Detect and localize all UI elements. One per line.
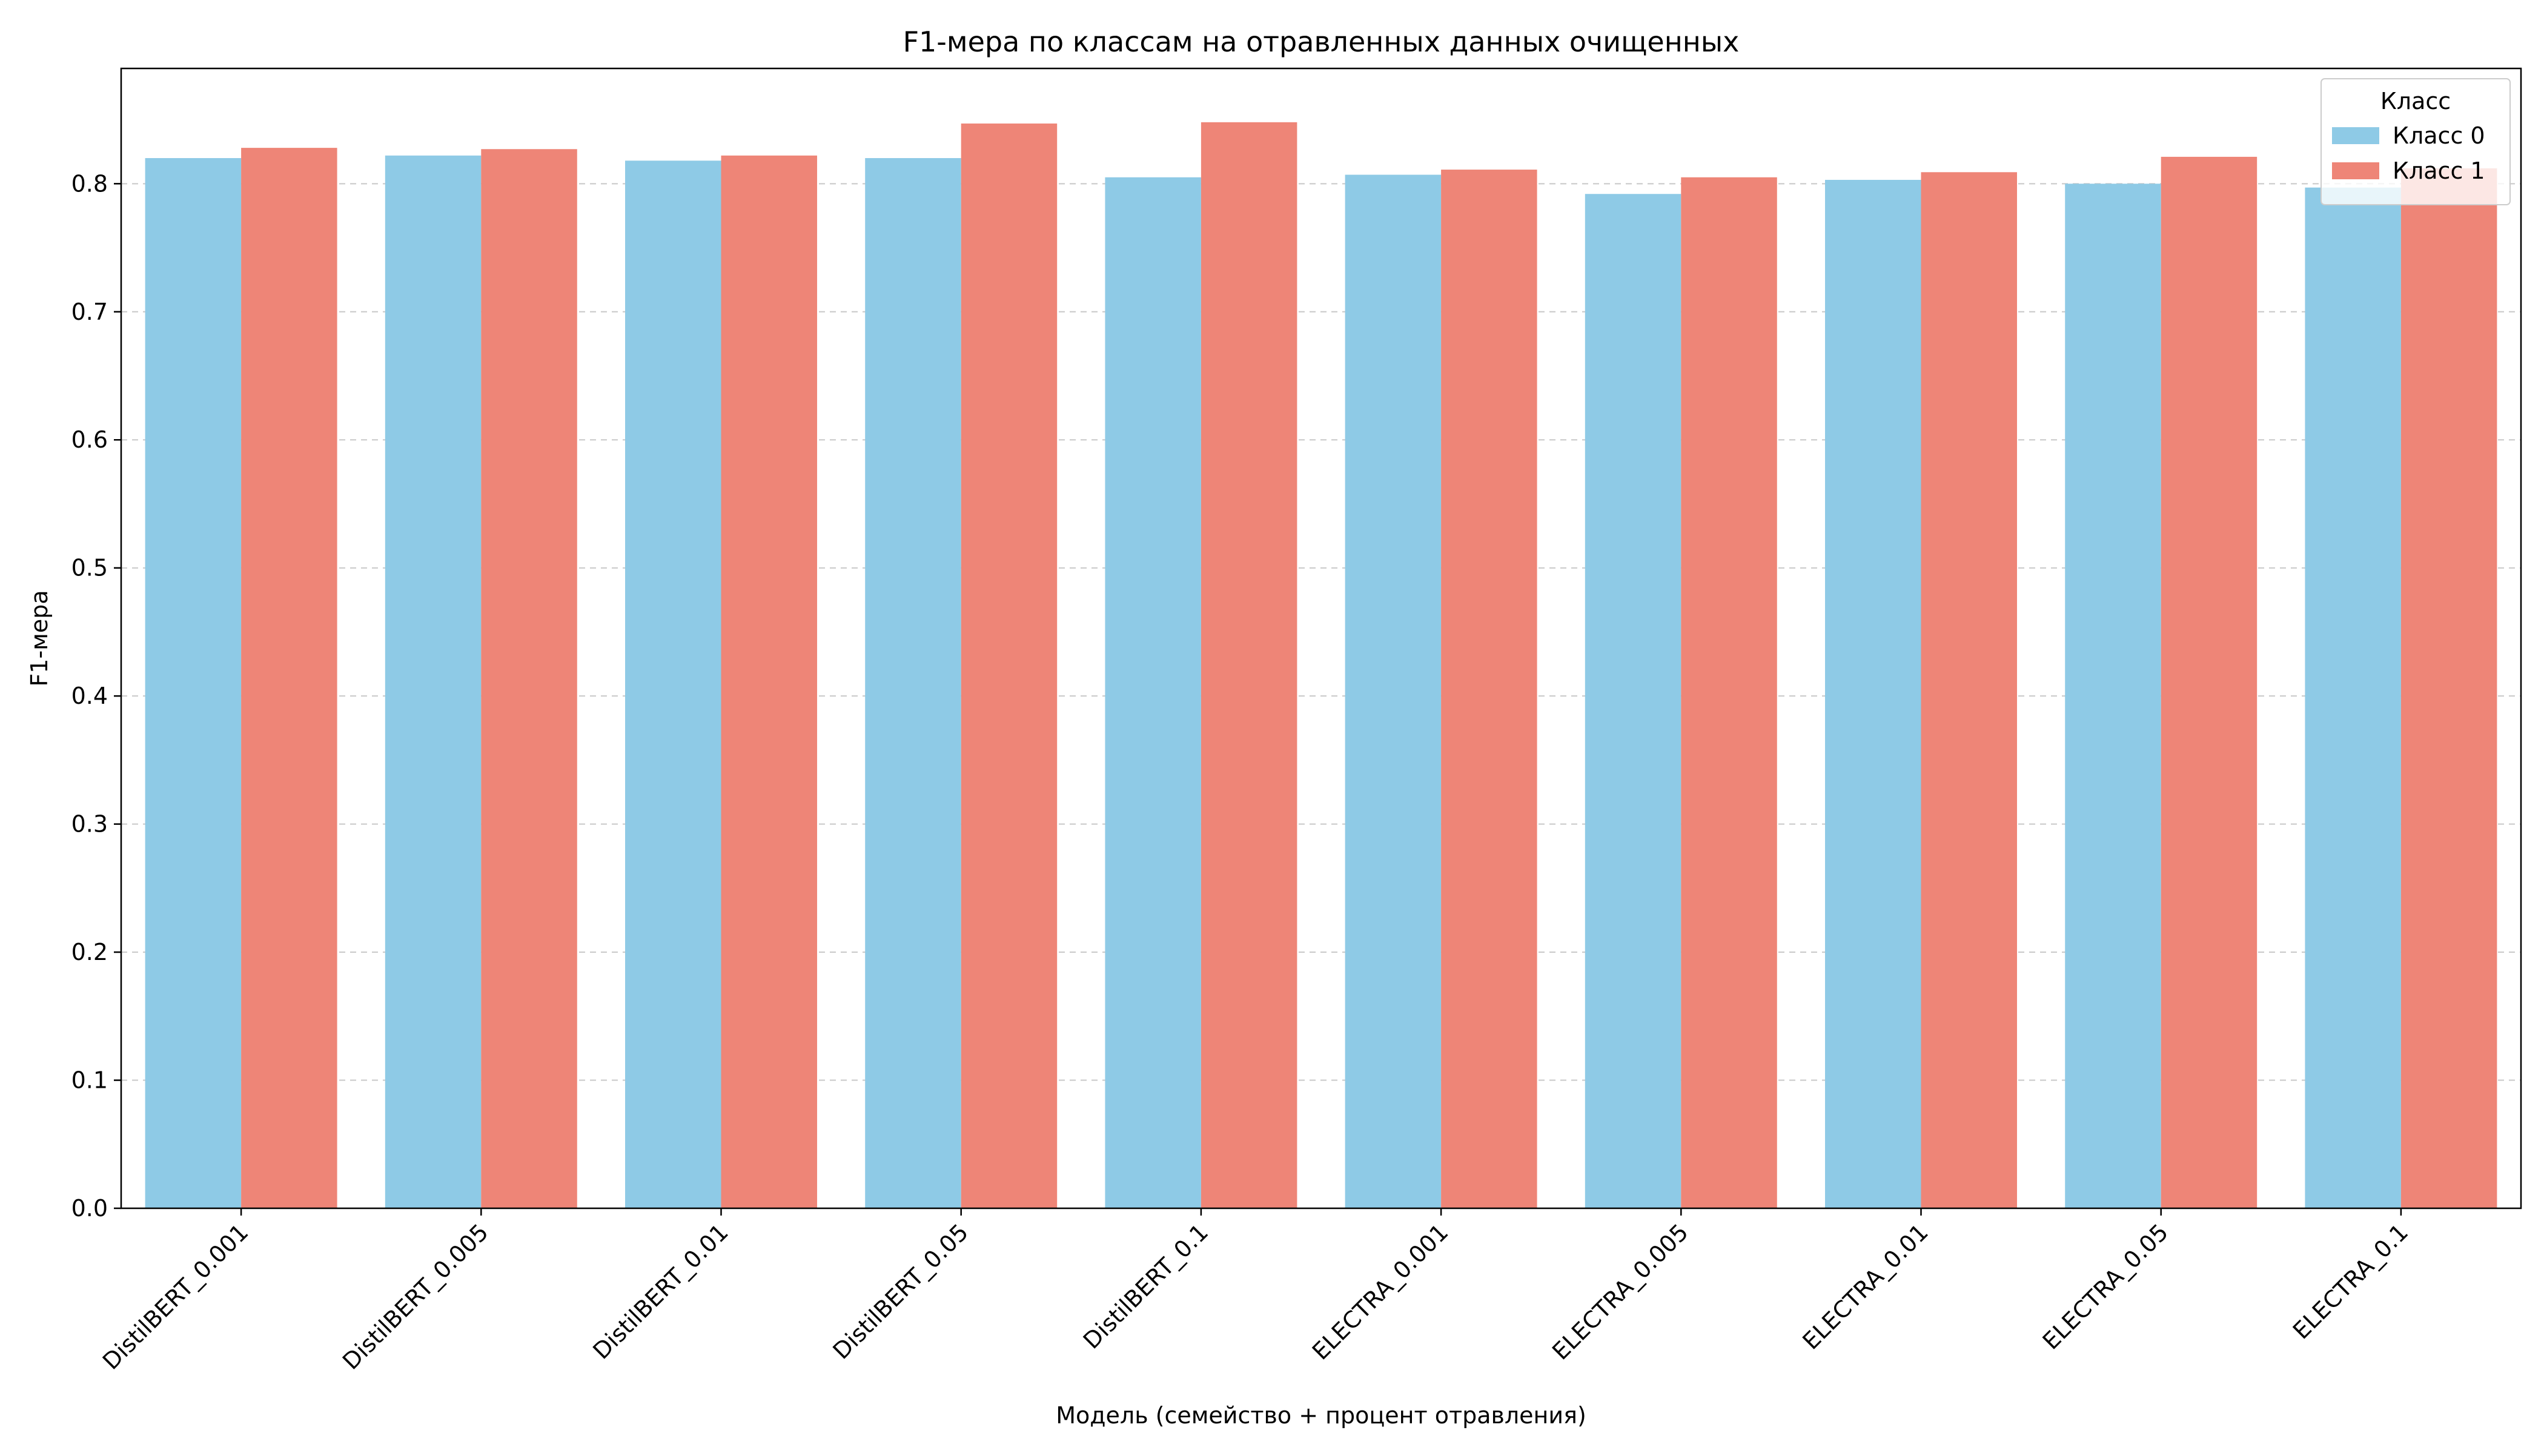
x-tick-label: DistilBERT_0.01 — [588, 1219, 734, 1365]
x-tick-label: DistilBERT_0.001 — [98, 1219, 254, 1375]
y-tick-label: 0.1 — [71, 1067, 108, 1094]
bar-class-1 — [2161, 156, 2257, 1209]
bar-class-0 — [1825, 179, 1921, 1208]
plot-frame — [120, 67, 2522, 1209]
bar-class-0 — [1105, 177, 1201, 1208]
y-tick-label: 0.2 — [71, 939, 108, 965]
bar-class-0 — [2065, 184, 2161, 1209]
bar-class-1 — [1681, 177, 1777, 1208]
x-tick-label: ELECTRA_0.001 — [1307, 1219, 1454, 1365]
legend-swatch-class-0 — [2332, 127, 2379, 144]
bars-layer — [145, 122, 2497, 1209]
legend-swatch-class-1 — [2332, 162, 2379, 179]
bar-class-1 — [1441, 170, 1537, 1208]
x-tick-label: ELECTRA_0.01 — [1797, 1219, 1933, 1354]
bar-class-0 — [145, 158, 242, 1208]
bar-class-0 — [2305, 187, 2401, 1208]
y-tick-label: 0.3 — [71, 811, 108, 838]
x-axis-title: Модель (семейство + процент отравления) — [1056, 1402, 1586, 1429]
legend-label-class-0: Класс 0 — [2393, 122, 2485, 149]
x-tick-label: ELECTRA_0.05 — [2038, 1219, 2173, 1354]
x-tick-label: ELECTRA_0.005 — [1547, 1219, 1694, 1365]
y-tick-label: 0.8 — [71, 170, 108, 197]
chart-title: F1-мера по классам на отравленных данных… — [903, 25, 1740, 58]
bar-class-1 — [241, 148, 337, 1209]
y-axis-title: F1-мера — [26, 590, 53, 686]
bar-class-0 — [625, 160, 721, 1208]
legend-label-class-1: Класс 1 — [2393, 157, 2485, 184]
y-tick-label: 0.7 — [71, 299, 108, 325]
x-tick-label: DistilBERT_0.1 — [1078, 1219, 1213, 1354]
bar-class-0 — [385, 155, 482, 1209]
legend-title: Класс — [2380, 88, 2451, 114]
bar-class-1 — [2400, 168, 2497, 1208]
bar-class-1 — [961, 123, 1058, 1208]
legend: Класс Класс 0 Класс 1 — [2320, 78, 2511, 205]
bar-class-1 — [721, 155, 817, 1209]
bar-class-0 — [1345, 174, 1442, 1209]
x-tick-label: ELECTRA_0.1 — [2288, 1219, 2413, 1344]
y-tick-label: 0.0 — [71, 1195, 108, 1222]
bar-class-1 — [1201, 122, 1297, 1208]
bar-class-0 — [1585, 194, 1681, 1209]
bar-class-1 — [1921, 172, 2017, 1208]
y-tick-label: 0.5 — [71, 555, 108, 581]
legend-items: Класс 0 Класс 1 — [2332, 122, 2485, 184]
y-tick-label: 0.4 — [71, 683, 108, 709]
y-tick-label: 0.6 — [71, 426, 108, 453]
x-tick-label: DistilBERT_0.005 — [337, 1219, 494, 1375]
x-tick-label: DistilBERT_0.05 — [828, 1219, 974, 1365]
bar-class-0 — [865, 158, 961, 1208]
bar-class-1 — [481, 149, 577, 1209]
